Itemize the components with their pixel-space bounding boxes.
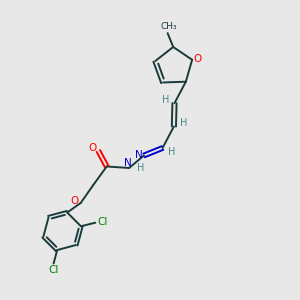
Text: H: H <box>137 163 144 173</box>
Text: H: H <box>168 147 175 157</box>
Text: H: H <box>162 94 170 105</box>
Text: O: O <box>193 54 201 64</box>
Text: H: H <box>180 118 187 128</box>
Text: Cl: Cl <box>48 265 59 275</box>
Text: O: O <box>70 196 78 206</box>
Text: CH₃: CH₃ <box>161 22 177 31</box>
Text: O: O <box>88 143 97 153</box>
Text: N: N <box>135 149 142 160</box>
Text: N: N <box>124 158 132 168</box>
Text: Cl: Cl <box>98 217 108 227</box>
